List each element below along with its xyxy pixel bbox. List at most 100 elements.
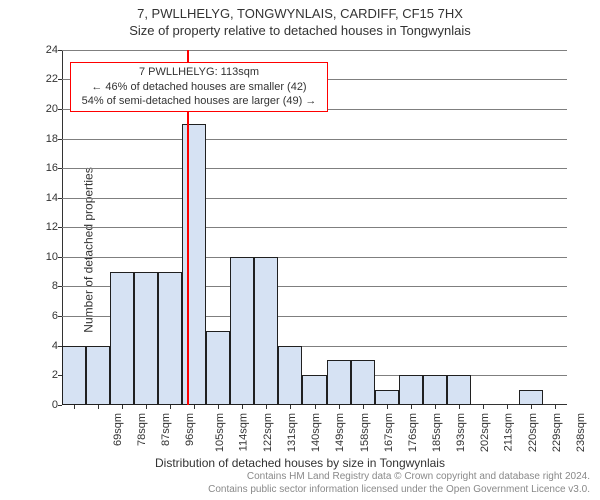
x-tick-label: 167sqm — [383, 413, 395, 452]
y-tick-label: 22 — [28, 73, 58, 85]
x-tick-label: 114sqm — [238, 413, 250, 451]
x-tick-label: 185sqm — [431, 413, 443, 452]
histogram-bar — [519, 390, 543, 405]
y-tick-mark — [58, 405, 62, 406]
footer: Contains HM Land Registry data © Crown c… — [208, 471, 590, 496]
gridline — [62, 139, 567, 140]
y-tick-label: 24 — [28, 44, 58, 56]
x-tick-mark — [435, 405, 436, 409]
x-tick-mark — [290, 405, 291, 409]
annotation-line: ← 46% of detached houses are smaller (42… — [77, 80, 321, 95]
x-tick-mark — [555, 405, 556, 409]
x-tick-label: 158sqm — [359, 413, 371, 452]
footer-line-2: Contains public sector information licen… — [208, 484, 590, 497]
chart-container: Number of detached properties Distributi… — [0, 40, 600, 460]
header-address: 7, PWLLHELYG, TONGWYNLAIS, CARDIFF, CF15… — [0, 6, 600, 23]
gridline — [62, 168, 567, 169]
y-tick-label: 6 — [28, 310, 58, 322]
header-subtitle: Size of property relative to detached ho… — [0, 23, 600, 40]
y-tick-label: 2 — [28, 369, 58, 381]
x-tick-mark — [531, 405, 532, 409]
histogram-bar — [375, 390, 399, 405]
histogram-bar — [423, 375, 447, 405]
histogram-bar — [110, 272, 134, 405]
y-tick-mark — [58, 286, 62, 287]
x-tick-label: 69sqm — [112, 413, 124, 446]
x-tick-label: 176sqm — [407, 413, 419, 452]
x-tick-mark — [266, 405, 267, 409]
annotation-callout: 7 PWLLHELYG: 113sqm← 46% of detached hou… — [70, 62, 328, 113]
histogram-bar — [447, 375, 471, 405]
x-tick-mark — [122, 405, 123, 409]
x-axis-label: Distribution of detached houses by size … — [0, 456, 600, 470]
y-tick-label: 10 — [28, 251, 58, 263]
x-tick-label: 229sqm — [551, 413, 563, 452]
x-tick-label: 78sqm — [136, 413, 148, 446]
x-tick-mark — [98, 405, 99, 409]
y-tick-label: 14 — [28, 192, 58, 204]
y-tick-mark — [58, 316, 62, 317]
x-tick-label: 87sqm — [160, 413, 172, 446]
x-tick-mark — [459, 405, 460, 409]
histogram-bar — [158, 272, 182, 405]
gridline — [62, 257, 567, 258]
histogram-bar — [399, 375, 423, 405]
x-tick-label: 105sqm — [214, 413, 226, 452]
x-tick-label: 193sqm — [455, 413, 467, 452]
x-tick-label: 220sqm — [527, 413, 539, 452]
x-tick-mark — [339, 405, 340, 409]
y-tick-mark — [58, 79, 62, 80]
histogram-bar — [230, 257, 254, 405]
histogram-bar — [351, 360, 375, 404]
x-tick-label: 122sqm — [262, 413, 274, 452]
x-tick-mark — [170, 405, 171, 409]
x-tick-mark — [315, 405, 316, 409]
x-tick-mark — [507, 405, 508, 409]
y-tick-mark — [58, 168, 62, 169]
y-tick-label: 12 — [28, 221, 58, 233]
y-tick-mark — [58, 227, 62, 228]
y-tick-mark — [58, 346, 62, 347]
histogram-bar — [62, 346, 86, 405]
y-tick-mark — [58, 257, 62, 258]
y-tick-label: 20 — [28, 103, 58, 115]
y-tick-label: 0 — [28, 399, 58, 411]
histogram-bar — [278, 346, 302, 405]
y-tick-mark — [58, 50, 62, 51]
histogram-bar — [86, 346, 110, 405]
x-tick-mark — [242, 405, 243, 409]
x-tick-mark — [74, 405, 75, 409]
x-tick-label: 96sqm — [184, 413, 196, 446]
histogram-bar — [327, 360, 351, 404]
annotation-line: 54% of semi-detached houses are larger (… — [77, 94, 321, 109]
gridline — [62, 50, 567, 51]
x-tick-label: 202sqm — [479, 413, 491, 452]
histogram-bar — [302, 375, 326, 405]
x-tick-mark — [411, 405, 412, 409]
gridline — [62, 227, 567, 228]
x-tick-label: 140sqm — [311, 413, 323, 452]
y-tick-mark — [58, 198, 62, 199]
y-tick-mark — [58, 139, 62, 140]
x-tick-label: 131sqm — [286, 413, 298, 452]
histogram-bar — [134, 272, 158, 405]
x-tick-mark — [387, 405, 388, 409]
y-tick-label: 16 — [28, 162, 58, 174]
y-tick-label: 8 — [28, 280, 58, 292]
gridline — [62, 198, 567, 199]
y-tick-label: 18 — [28, 133, 58, 145]
y-tick-mark — [58, 375, 62, 376]
annotation-line: 7 PWLLHELYG: 113sqm — [77, 65, 321, 80]
x-tick-mark — [194, 405, 195, 409]
x-tick-mark — [483, 405, 484, 409]
histogram-bar — [182, 124, 206, 405]
x-tick-label: 149sqm — [335, 413, 347, 452]
x-tick-mark — [218, 405, 219, 409]
x-tick-label: 211sqm — [502, 413, 514, 451]
header: 7, PWLLHELYG, TONGWYNLAIS, CARDIFF, CF15… — [0, 0, 600, 40]
x-tick-mark — [146, 405, 147, 409]
histogram-bar — [206, 331, 230, 405]
y-tick-mark — [58, 109, 62, 110]
x-tick-label: 238sqm — [575, 413, 587, 452]
histogram-bar — [254, 257, 278, 405]
